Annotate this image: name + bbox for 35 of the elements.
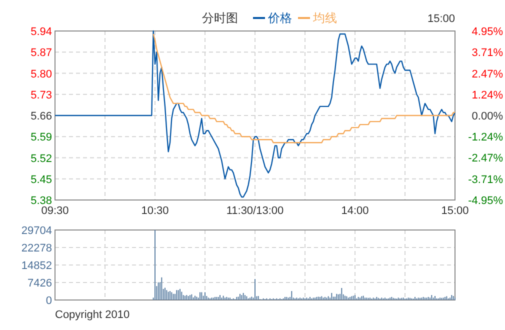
legend-label: 价格 (267, 11, 292, 25)
y2-tick-label: -1.24% (468, 132, 504, 144)
x-tick-label: 14:00 (341, 205, 369, 217)
y-tick-label: 5.52 (30, 152, 52, 165)
legend-label: 均线 (312, 11, 337, 25)
line-series (152, 33, 456, 144)
y2-tick-label: 3.71% (472, 47, 504, 60)
y2-tick-label: -3.71% (468, 174, 504, 186)
y2-tick-label: 0.00% (472, 110, 504, 122)
y-tick-label: 5.80 (30, 68, 52, 80)
y2-tick-label: 4.95% (472, 26, 504, 38)
text: Copyright 2010 (55, 309, 130, 321)
x-tick-label: 10:30 (141, 205, 169, 217)
text: 15:00 (427, 13, 455, 25)
x-tick-label: 15:00 (441, 205, 469, 217)
y-tick-label: 5.38 (30, 195, 52, 207)
y-tick-label: 5.73 (30, 89, 52, 102)
line-series (54, 30, 456, 198)
x-tick-label: 09:30 (41, 205, 69, 217)
y2-tick-label: -2.47% (468, 152, 504, 165)
y-tick-label: 14852 (21, 260, 52, 272)
y2-tick-label: 2.47% (472, 68, 504, 80)
y-tick-label: 5.59 (30, 132, 52, 144)
y-tick-label: 5.45 (30, 174, 52, 186)
y2-tick-label: -4.95% (468, 195, 504, 207)
y-tick-label: 0 (46, 295, 52, 307)
x-tick-label: 11:30/13:00 (226, 205, 284, 217)
y2-tick-label: 1.24% (472, 89, 504, 102)
y-tick-label: 5.66 (30, 110, 52, 122)
y-tick-label: 29704 (21, 225, 52, 237)
y-tick-label: 22278 (21, 242, 52, 254)
chart-title: 分时图 (202, 11, 238, 25)
y-tick-label: 5.94 (30, 26, 52, 38)
y-tick-label: 7426 (28, 278, 52, 290)
y-tick-label: 5.87 (30, 47, 52, 60)
